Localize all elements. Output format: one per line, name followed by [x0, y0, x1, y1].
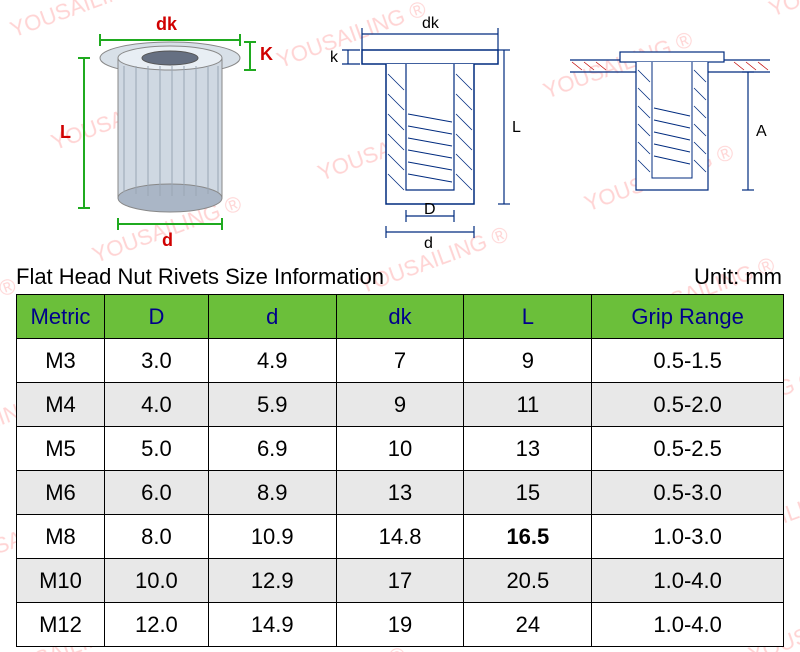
table-cell: 9	[464, 339, 592, 383]
table-cell: 16.5	[464, 515, 592, 559]
table-cell: 24	[464, 603, 592, 647]
svg-text:A: A	[756, 123, 767, 140]
title-row: Flat Head Nut Rivets Size Information Un…	[0, 260, 800, 294]
table-cell: 9	[336, 383, 464, 427]
table-cell: M4	[17, 383, 105, 427]
table-row: M66.08.913150.5-3.0	[17, 471, 784, 515]
col-header: Grip Range	[592, 295, 784, 339]
table-cell: 17	[336, 559, 464, 603]
svg-text:K: K	[260, 44, 273, 64]
table-cell: M6	[17, 471, 105, 515]
table-cell: 1.0-3.0	[592, 515, 784, 559]
table-cell: 19	[336, 603, 464, 647]
table-cell: 0.5-2.5	[592, 427, 784, 471]
col-header: L	[464, 295, 592, 339]
svg-text:dk: dk	[156, 14, 178, 34]
table-row: M44.05.99110.5-2.0	[17, 383, 784, 427]
table-cell: 8.9	[208, 471, 336, 515]
table-cell: 0.5-2.0	[592, 383, 784, 427]
table-cell: 12.0	[104, 603, 208, 647]
spec-table: MetricDddkLGrip Range M33.04.9790.5-1.5M…	[16, 294, 784, 647]
table-cell: 7	[336, 339, 464, 383]
col-header: d	[208, 295, 336, 339]
table-cell: 13	[464, 427, 592, 471]
table-cell: M12	[17, 603, 105, 647]
table-cell: M3	[17, 339, 105, 383]
table-cell: 10	[336, 427, 464, 471]
svg-text:D: D	[424, 201, 436, 218]
table-row: M88.010.914.816.51.0-3.0	[17, 515, 784, 559]
unit-label: Unit: mm	[694, 264, 782, 290]
table-cell: 12.9	[208, 559, 336, 603]
table-cell: 0.5-1.5	[592, 339, 784, 383]
table-cell: M10	[17, 559, 105, 603]
table-cell: 3.0	[104, 339, 208, 383]
col-header: Metric	[17, 295, 105, 339]
col-header: dk	[336, 295, 464, 339]
svg-text:k: k	[330, 49, 339, 66]
diagram-area: dk K L d	[0, 0, 800, 260]
svg-text:L: L	[512, 119, 521, 136]
table-cell: 5.0	[104, 427, 208, 471]
table-cell: 1.0-4.0	[592, 559, 784, 603]
table-cell: 4.9	[208, 339, 336, 383]
table-cell: 15	[464, 471, 592, 515]
table-cell: 10.9	[208, 515, 336, 559]
table-cell: 6.9	[208, 427, 336, 471]
table-cell: 4.0	[104, 383, 208, 427]
table-cell: 14.8	[336, 515, 464, 559]
table-cell: M8	[17, 515, 105, 559]
svg-text:L: L	[60, 122, 71, 142]
table-cell: 10.0	[104, 559, 208, 603]
table-cell: 13	[336, 471, 464, 515]
table-cell: 0.5-3.0	[592, 471, 784, 515]
svg-text:d: d	[424, 235, 433, 252]
schematic-center: dk k L D d	[330, 15, 521, 252]
schematic-right: A	[570, 52, 770, 190]
col-header: D	[104, 295, 208, 339]
table-cell: 8.0	[104, 515, 208, 559]
table-cell: 5.9	[208, 383, 336, 427]
table-row: M1010.012.91720.51.0-4.0	[17, 559, 784, 603]
table-cell: M5	[17, 427, 105, 471]
table-row: M55.06.910130.5-2.5	[17, 427, 784, 471]
table-cell: 14.9	[208, 603, 336, 647]
table-cell: 6.0	[104, 471, 208, 515]
table-header-row: MetricDddkLGrip Range	[17, 295, 784, 339]
table-body: M33.04.9790.5-1.5M44.05.99110.5-2.0M55.0…	[17, 339, 784, 647]
photo-diagram: dk K L d	[60, 14, 273, 250]
table-row: M1212.014.919241.0-4.0	[17, 603, 784, 647]
table-cell: 11	[464, 383, 592, 427]
svg-text:dk: dk	[422, 15, 440, 32]
table-cell: 1.0-4.0	[592, 603, 784, 647]
table-row: M33.04.9790.5-1.5	[17, 339, 784, 383]
table-title: Flat Head Nut Rivets Size Information	[16, 264, 384, 290]
table-cell: 20.5	[464, 559, 592, 603]
svg-text:d: d	[162, 230, 173, 250]
